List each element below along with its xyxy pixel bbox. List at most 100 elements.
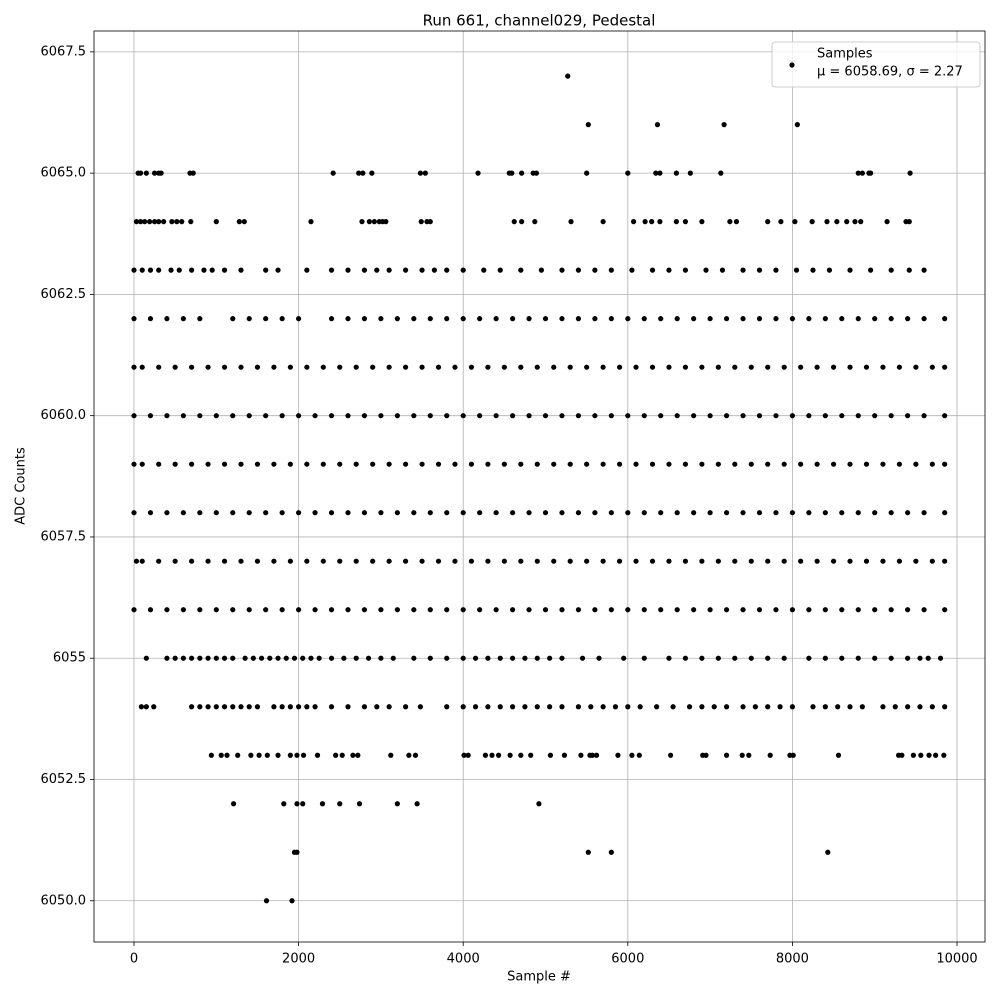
point xyxy=(386,704,392,710)
point xyxy=(579,655,586,661)
point xyxy=(283,655,289,661)
point xyxy=(296,413,302,419)
point xyxy=(296,510,302,516)
point xyxy=(746,752,752,758)
point xyxy=(584,170,590,176)
point xyxy=(765,461,771,467)
point xyxy=(353,364,359,370)
point xyxy=(386,267,392,273)
point xyxy=(699,704,705,710)
point xyxy=(937,655,944,661)
point xyxy=(559,316,565,322)
point xyxy=(493,413,499,419)
point xyxy=(452,461,458,467)
point xyxy=(559,655,565,661)
point xyxy=(189,364,195,370)
point xyxy=(296,704,302,710)
point xyxy=(406,752,412,758)
point xyxy=(279,510,285,516)
point xyxy=(509,413,516,419)
point xyxy=(314,752,321,758)
point xyxy=(733,219,740,225)
point xyxy=(942,558,948,564)
point xyxy=(526,510,532,516)
point xyxy=(855,607,861,613)
point xyxy=(281,801,287,807)
point xyxy=(328,655,335,661)
point xyxy=(732,655,738,661)
point xyxy=(139,558,145,564)
point xyxy=(501,364,507,370)
point xyxy=(740,607,746,613)
y-tick-label: 6062.5 xyxy=(41,287,87,302)
point xyxy=(394,607,400,613)
point xyxy=(658,413,664,419)
point xyxy=(341,655,347,661)
point xyxy=(740,267,746,273)
point xyxy=(727,219,733,225)
point xyxy=(616,558,623,564)
point xyxy=(707,607,713,613)
point xyxy=(872,510,878,516)
point xyxy=(756,607,763,613)
point xyxy=(394,801,400,807)
point xyxy=(585,849,591,855)
point xyxy=(839,413,845,419)
point xyxy=(230,655,236,661)
point xyxy=(304,364,310,370)
point xyxy=(402,267,409,273)
point xyxy=(345,267,351,273)
point xyxy=(452,364,458,370)
legend-stats: μ = 6058.69, σ = 2.27 xyxy=(817,65,963,80)
point xyxy=(246,607,252,613)
point xyxy=(419,267,425,273)
point xyxy=(158,170,164,176)
point xyxy=(592,607,598,613)
point xyxy=(147,607,154,613)
point xyxy=(822,704,828,710)
point xyxy=(390,655,396,661)
point xyxy=(328,413,335,419)
point xyxy=(180,607,186,613)
point xyxy=(657,219,663,225)
point xyxy=(246,510,252,516)
point xyxy=(863,364,870,370)
point xyxy=(649,461,656,467)
point xyxy=(417,704,424,710)
point xyxy=(905,413,911,419)
point xyxy=(485,364,491,370)
point xyxy=(164,413,170,419)
point xyxy=(641,510,647,516)
point xyxy=(452,558,458,564)
point xyxy=(131,267,137,273)
point xyxy=(589,752,596,758)
point xyxy=(884,219,890,225)
point xyxy=(378,316,384,322)
point xyxy=(161,219,167,225)
point xyxy=(509,170,515,176)
point xyxy=(826,267,833,273)
point xyxy=(361,704,368,710)
point xyxy=(256,752,262,758)
point xyxy=(509,704,516,710)
point xyxy=(345,316,351,322)
point xyxy=(658,316,664,322)
point xyxy=(868,170,874,176)
point xyxy=(699,461,705,467)
point xyxy=(773,607,779,613)
point xyxy=(612,704,619,710)
point xyxy=(673,219,679,225)
point xyxy=(172,558,178,564)
point xyxy=(427,413,433,419)
point xyxy=(197,655,203,661)
point xyxy=(246,316,252,322)
point xyxy=(526,316,532,322)
point xyxy=(872,655,878,661)
point xyxy=(538,267,544,273)
point xyxy=(230,510,236,516)
point xyxy=(485,655,491,661)
point xyxy=(205,558,211,564)
point xyxy=(699,655,705,661)
point xyxy=(374,267,380,273)
point xyxy=(427,219,433,225)
